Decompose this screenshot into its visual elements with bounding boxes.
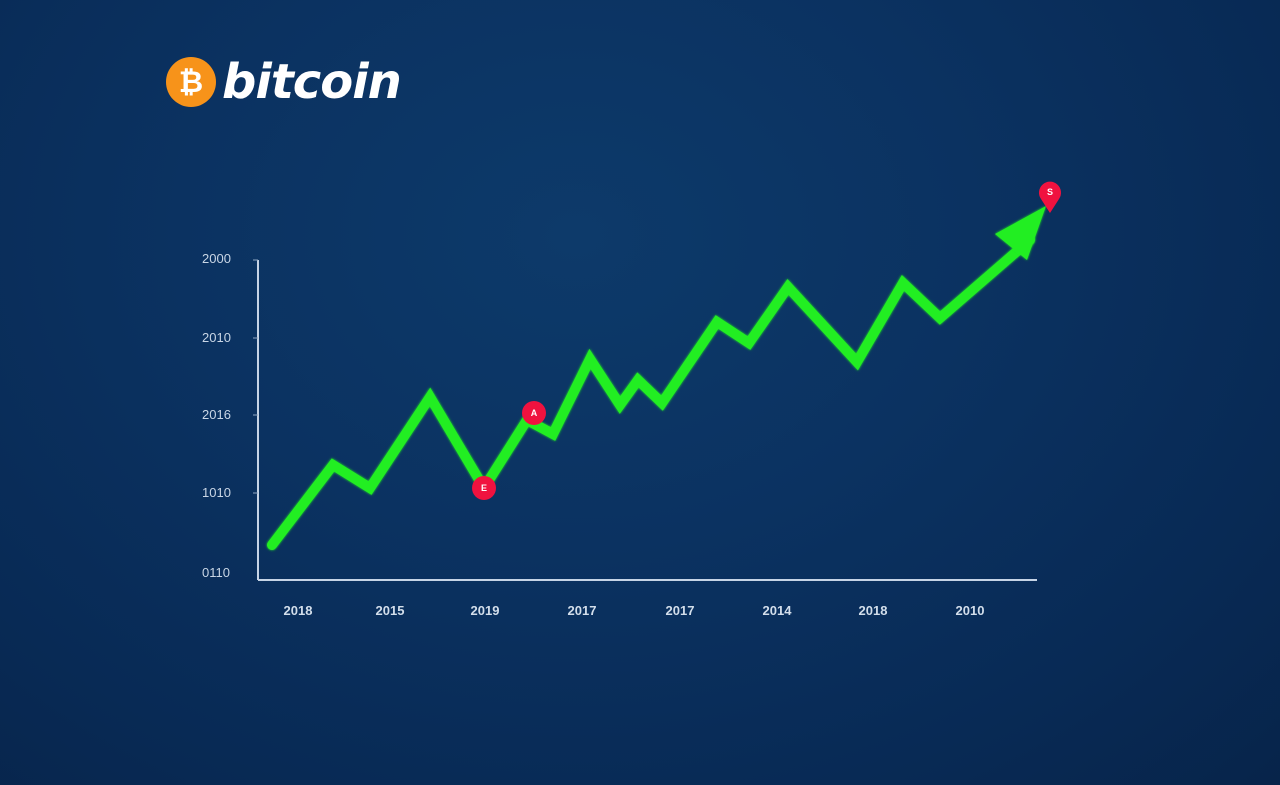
svg-text:S: S: [1047, 187, 1053, 197]
y-axis-ticks: 2000 2010 2016 1010 0110: [202, 251, 258, 580]
bitcoin-logo: ₿ bitcoin: [166, 54, 402, 110]
x-axis-ticks: 2018 2015 2019 2017 2017 2014 2018 2010: [284, 603, 985, 618]
y-tick-label: 0110: [202, 565, 230, 580]
y-tick-label: 2000: [202, 251, 231, 266]
y-tick-label: 2010: [202, 330, 231, 345]
trend-arrow-head: [995, 206, 1046, 260]
y-tick-label: 2016: [202, 407, 231, 422]
x-tick-label: 2015: [376, 603, 405, 618]
bitcoin-coin-icon: ₿: [166, 57, 216, 107]
x-tick-label: 2017: [666, 603, 695, 618]
y-tick-label: 1010: [202, 485, 231, 500]
brand-name: bitcoin: [222, 54, 402, 110]
x-tick-label: 2014: [763, 603, 793, 618]
x-tick-label: 2018: [859, 603, 888, 618]
x-tick-label: 2017: [568, 603, 597, 618]
svg-text:E: E: [481, 483, 487, 493]
marker-e[interactable]: E: [472, 476, 496, 500]
map-pin-icon[interactable]: S: [1039, 181, 1061, 213]
marker-a[interactable]: A: [522, 401, 546, 425]
svg-text:A: A: [531, 408, 538, 418]
x-tick-label: 2019: [471, 603, 500, 618]
x-tick-label: 2010: [956, 603, 985, 618]
x-tick-label: 2018: [284, 603, 313, 618]
price-line: [267, 235, 1035, 550]
